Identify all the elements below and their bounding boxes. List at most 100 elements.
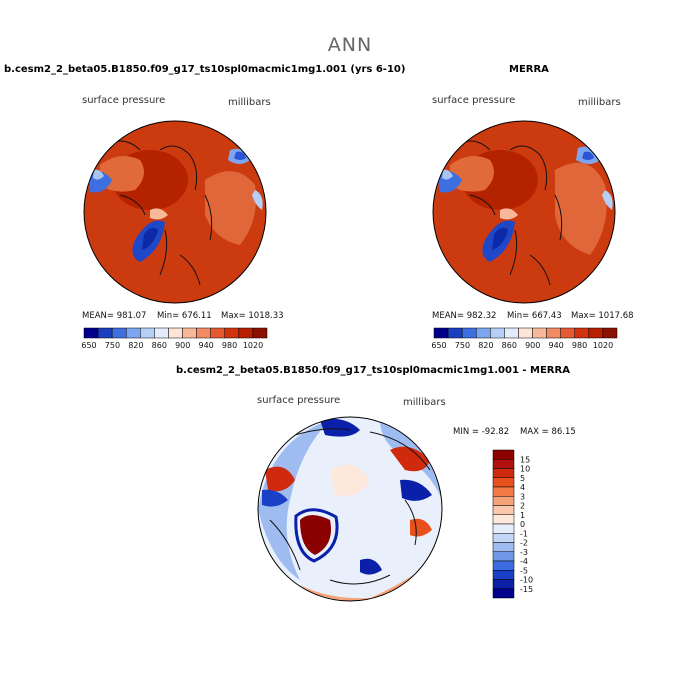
panel-model-map — [84, 121, 266, 303]
colorbar-tick-label: 940 — [549, 341, 564, 350]
panel-diff-map — [258, 417, 442, 601]
colorbar-swatch — [602, 327, 618, 339]
colorbar-tick-label: -1 — [520, 529, 528, 538]
season-label: ANN — [327, 34, 373, 56]
colorbar-swatch — [492, 514, 515, 525]
colorbar-swatch — [83, 327, 99, 339]
colorbar-swatch — [492, 496, 515, 506]
colorbar-tick-label: 900 — [175, 341, 190, 350]
siberia-region — [205, 171, 256, 245]
panel-model-mean: MEAN= 981.07 — [82, 311, 147, 321]
colorbar-swatch — [492, 486, 515, 497]
rocky-mountains-edge — [442, 169, 453, 180]
colorbar-swatch — [492, 570, 515, 580]
colorbar-swatch — [447, 327, 463, 339]
colorbar-swatch — [224, 327, 240, 339]
colorbar-swatch — [168, 327, 183, 339]
panel-model-title: b.cesm2_2_beta05.B1850.f09_g17_ts10spl0m… — [4, 64, 406, 75]
colorbar-swatch — [532, 327, 547, 339]
panel-diff-min: MIN = -92.82 — [453, 427, 510, 437]
colorbar-swatch — [433, 327, 449, 339]
colorbar-swatch — [238, 327, 254, 339]
colorbar-swatch — [574, 327, 590, 339]
panel-model-min: Min= 676.11 — [157, 311, 212, 321]
colorbar-swatch — [111, 327, 127, 339]
panel-obs-title: MERRA — [509, 64, 549, 75]
colorbar-tick-label: 750 — [455, 341, 470, 350]
colorbar-swatch — [492, 588, 515, 599]
colorbar-tick-label: 5 — [520, 474, 525, 483]
greenland-positive-core — [300, 515, 331, 555]
siberia-negative — [400, 479, 432, 501]
east-edge-low — [252, 190, 263, 210]
panel-obs-min: Min= 667.43 — [507, 311, 562, 321]
tibet-plateau-core — [234, 151, 246, 160]
colorbar-tick-label: 10 — [520, 465, 530, 474]
panel-obs-mean: MEAN= 982.32 — [432, 311, 497, 321]
colorbar-tick-label: 2 — [520, 502, 525, 511]
panel-model-max: Max= 1018.33 — [221, 311, 284, 321]
panel-diff-units-label: millibars — [403, 397, 446, 408]
panel-model-colorbar: 650 750 820 860 900 940 980 1020 — [81, 327, 268, 350]
coastal-transition — [500, 208, 518, 220]
colorbar-tick-label: -3 — [520, 548, 528, 557]
colorbar-swatch — [492, 468, 515, 478]
colorbar-tick-label: 860 — [152, 341, 167, 350]
colorbar-swatch — [492, 542, 515, 552]
siberia-region — [555, 162, 607, 255]
colorbar-tick-label: -10 — [520, 576, 533, 585]
panel-model-variable-label: surface pressure — [82, 95, 166, 106]
colorbar-tick-label: 1 — [520, 511, 525, 520]
strong-negative-center-north — [320, 418, 360, 437]
colorbar-tick-label: 3 — [520, 492, 525, 501]
panel-model-map-border — [83, 120, 267, 304]
colorbar-tick-label: 650 — [431, 341, 446, 350]
colorbar-tick-label: 1020 — [243, 341, 263, 350]
panel-diff-max: MAX = 86.15 — [520, 427, 576, 437]
panel-diff-title: b.cesm2_2_beta05.B1850.f09_g17_ts10spl0m… — [176, 365, 570, 376]
colorbar-swatch — [154, 327, 169, 339]
tibet-plateau-core — [582, 151, 594, 160]
colorbar-tick-label: 980 — [572, 341, 587, 350]
colorbar-tick-label: 860 — [502, 341, 517, 350]
colorbar-swatch — [492, 560, 515, 571]
colorbar-swatch — [492, 459, 515, 469]
colorbar-swatch — [492, 551, 515, 562]
colorbar-swatch — [210, 327, 226, 339]
colorbar-swatch — [182, 327, 197, 339]
east-edge-low — [602, 190, 613, 210]
coastal-transition — [150, 208, 168, 220]
colorbar-tick-label: 900 — [525, 341, 540, 350]
colorbar-swatch — [504, 327, 519, 339]
panel-model-units-label: millibars — [228, 97, 271, 108]
colorbar-swatch — [492, 579, 515, 589]
colorbar-swatch — [125, 327, 141, 339]
panel-diff-map-border — [257, 416, 443, 602]
rockies-negative — [262, 489, 288, 507]
coastlines — [269, 428, 431, 585]
siberia-positive — [390, 446, 430, 472]
colorbar-tick-label: -2 — [520, 539, 528, 548]
colorbar-swatch — [492, 449, 515, 460]
slight-positive-center — [330, 464, 370, 496]
colorbar-tick-label: -15 — [520, 585, 533, 594]
europe-negative — [360, 558, 382, 575]
colorbar-swatch — [475, 327, 491, 339]
colorbar-tick-label: 940 — [199, 341, 214, 350]
colorbar-tick-label: 750 — [105, 341, 120, 350]
panel-obs-max: Max= 1017.68 — [571, 311, 634, 321]
colorbar-tick-label: -4 — [520, 557, 528, 566]
panel-obs-variable-label: surface pressure — [432, 95, 516, 106]
canada-region — [450, 156, 494, 192]
colorbar-swatch — [196, 327, 211, 339]
panel-obs-units-label: millibars — [578, 97, 621, 108]
colorbar-swatch — [518, 327, 533, 339]
colorbar-tick-label: -5 — [520, 566, 528, 575]
panel-diff-variable-label: surface pressure — [257, 395, 341, 406]
colorbar-swatch — [492, 533, 515, 543]
colorbar-swatch — [490, 327, 505, 339]
colorbar-tick-label: 0 — [520, 520, 525, 529]
panel-obs-map-border — [432, 120, 616, 304]
